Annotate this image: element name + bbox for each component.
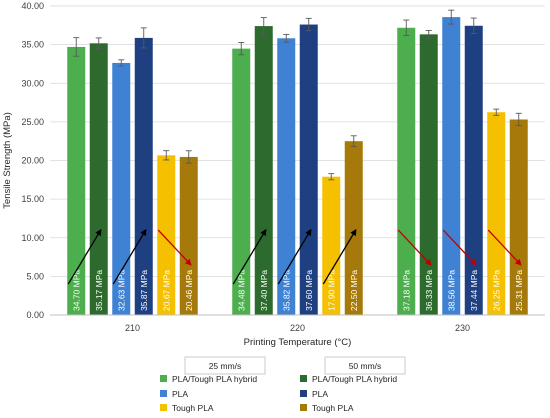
bar-value-label: 35.17 MPa [94, 270, 104, 311]
y-tick-label: 15.00 [21, 194, 44, 204]
bar-value-label: 22.50 MPa [349, 270, 359, 311]
x-axis-ticks: 210 220 230 [125, 323, 470, 333]
trend-arrow [397, 229, 432, 266]
bar-value-label: 37.44 MPa [469, 270, 479, 311]
legend-swatch [300, 404, 307, 411]
x-tick-label: 230 [455, 323, 470, 333]
bar [277, 38, 296, 316]
trend-arrow [277, 228, 312, 285]
legend-label: PLA/Tough PLA hybrid [312, 374, 397, 384]
y-tick-label: 30.00 [21, 78, 44, 88]
bar-value-label: 20.46 MPa [184, 270, 194, 311]
trend-arrow [487, 229, 522, 266]
trend-arrows [67, 228, 522, 285]
legend-header: 25 mm/s [209, 361, 242, 371]
legend-label: PLA [312, 389, 328, 399]
legend-header-box [324, 356, 406, 375]
x-tick-label: 210 [125, 323, 140, 333]
bar [67, 46, 86, 315]
bar-value-label: 37.18 MPa [401, 270, 411, 311]
bar-value-label: 20.67 MPa [161, 270, 171, 311]
legend-label: Tough PLA [312, 403, 354, 413]
bars [67, 17, 528, 316]
legend-label: Tough PLA [172, 403, 214, 413]
y-tick-label: 0.00 [26, 310, 44, 320]
bar-value-labels: 34.70 MPa 35.17 MPa 32.63 MPa 35.87 MPa 20.6… [71, 270, 524, 311]
bar-value-label: 36.33 MPa [424, 270, 434, 311]
bar-value-label: 26.25 MPa [491, 270, 501, 311]
bar-value-label: 17.90 MPa [326, 270, 336, 311]
y-tick-label: 40.00 [21, 1, 44, 11]
bar [322, 176, 341, 315]
error-bars [73, 9, 522, 181]
legend-label: PLA [172, 389, 188, 399]
y-tick-label: 25.00 [21, 117, 44, 127]
bar-value-label: 25.31 MPa [514, 270, 524, 311]
bar-value-label: 32.63 MPa [116, 270, 126, 311]
legend-header-box [184, 356, 266, 375]
bar-value-label: 35.82 MPa [281, 270, 291, 311]
bar-value-label: 35.87 MPa [139, 270, 149, 311]
bar [232, 48, 251, 315]
trend-arrow [322, 228, 357, 285]
bar-value-label: 34.70 MPa [71, 270, 81, 311]
bar [442, 17, 461, 316]
y-tick-label: 35.00 [21, 40, 44, 50]
legend-swatch [160, 375, 167, 382]
bar [157, 155, 176, 315]
legend-swatch [300, 390, 307, 397]
x-axis-title: Printing Temperature (°C) [244, 337, 352, 348]
trend-arrow [67, 228, 102, 285]
legend-swatch [160, 390, 167, 397]
bar [344, 141, 363, 315]
legend-label: PLA/Tough PLA hybrid [172, 374, 257, 384]
bar-value-label: 37.60 MPa [304, 270, 314, 311]
bar [134, 37, 153, 316]
y-tick-label: 10.00 [21, 233, 44, 243]
bar [509, 119, 528, 315]
legend: 25 mm/s 50 mm/s PLA/Tough PLA hybrid PLA/To… [160, 356, 406, 413]
bar-value-label: 37.40 MPa [259, 270, 269, 311]
bar [89, 43, 108, 316]
y-axis-ticks: 0.00 5.00 10.00 15.00 20.00 25.00 30.00 35.00 40… [21, 1, 44, 320]
legend-swatch [300, 375, 307, 382]
bar-value-label: 34.48 MPa [236, 270, 246, 311]
trend-arrow [232, 228, 267, 285]
gridlines [50, 5, 545, 277]
bar [179, 156, 198, 315]
trend-arrow [157, 229, 192, 266]
legend-header: 50 mm/s [349, 361, 382, 371]
bar [254, 26, 273, 316]
bar-value-label: 38.56 MPa [446, 270, 456, 311]
y-axis-title: Tensile Strength (MPa) [2, 112, 13, 209]
bar [464, 25, 483, 315]
y-tick-label: 5.00 [26, 271, 44, 281]
legend-swatch [160, 404, 167, 411]
bar [112, 62, 131, 315]
x-tick-label: 220 [290, 323, 305, 333]
y-tick-label: 20.00 [21, 156, 44, 166]
trend-arrow [112, 228, 147, 285]
bar [419, 34, 438, 316]
bar [299, 24, 318, 315]
bar [487, 112, 506, 315]
trend-arrow [442, 229, 477, 266]
